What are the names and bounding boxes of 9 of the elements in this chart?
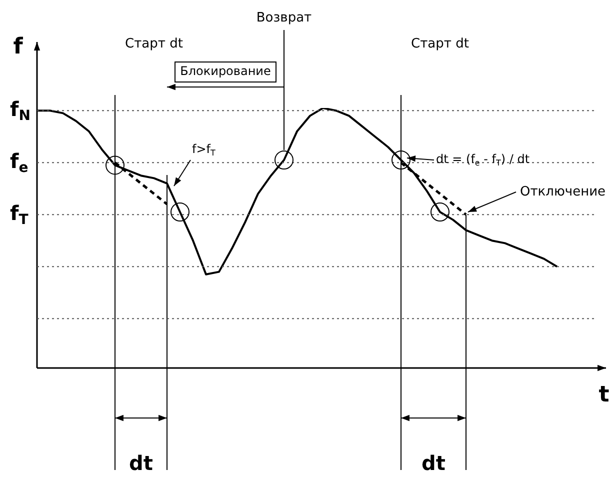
annotation: Отключение	[520, 184, 606, 200]
text: Блокирование	[180, 64, 271, 78]
text: dt	[422, 451, 446, 476]
text: dt	[129, 451, 154, 476]
y-axis-title: f	[13, 34, 24, 60]
text: Возврат	[256, 10, 312, 26]
text: Старт dt	[411, 36, 469, 52]
text: Старт dt	[125, 36, 183, 52]
x-axis-title: t	[598, 382, 610, 408]
